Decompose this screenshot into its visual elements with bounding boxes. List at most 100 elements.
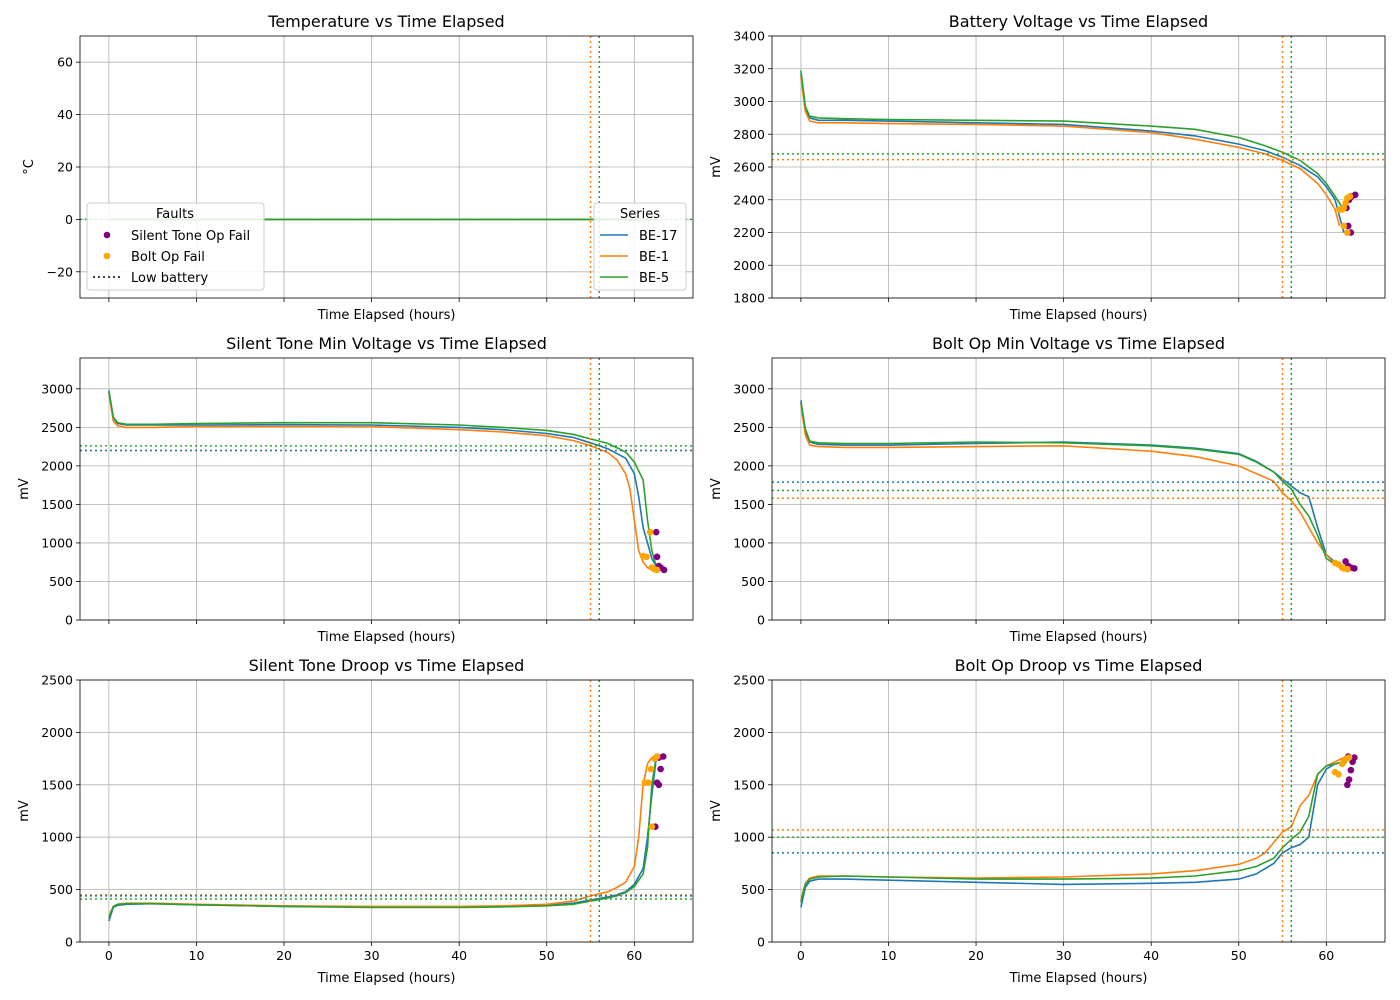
silent-tone-fail-point (1345, 776, 1353, 783)
legend-label: Bolt Op Fail (131, 250, 205, 265)
y-tick-label: 2600 (733, 160, 765, 175)
silent-tone-fail-point (1347, 766, 1355, 774)
y-tick-label: 500 (741, 574, 765, 589)
legend-faults: Faults Silent Tone Op Fail Bolt Op Fail Low… (86, 202, 265, 291)
x-tick-label: 30 (364, 948, 380, 963)
legend-label: BE-5 (639, 271, 669, 286)
legend-label: BE-1 (639, 250, 669, 265)
x-axis-label: Time Elapsed (hours) (1009, 308, 1148, 323)
legend-marker (103, 252, 111, 260)
y-tick-label: 1500 (41, 497, 73, 512)
series-line-be-17 (800, 758, 1349, 908)
plot-data (772, 36, 1385, 298)
x-tick-label: 60 (1318, 948, 1334, 963)
x-tick-label: 50 (1231, 948, 1247, 963)
chart-title: Battery Voltage vs Time Elapsed (949, 12, 1208, 31)
y-tick-label: 0 (65, 613, 73, 628)
silent-tone-fail-point (657, 765, 664, 773)
y-tick-label: 1000 (733, 535, 765, 550)
y-axis-label: mV (17, 800, 32, 822)
bolt-op-fail-point (1345, 754, 1353, 761)
y-tick-label: 2500 (41, 673, 73, 688)
y-tick-label: 3000 (41, 381, 73, 396)
legend-series: Series BE-17 BE-1 BE-5 (593, 202, 687, 291)
plot-frame (79, 357, 694, 621)
y-tick-label: 3200 (733, 61, 765, 76)
bolt-op-fail-point (648, 823, 656, 831)
series-line-be-17 (800, 400, 1349, 569)
x-axis-label: Time Elapsed (hours) (1009, 971, 1148, 986)
bolt-op-fail-point (643, 553, 650, 561)
bolt-op-fail-point (645, 779, 652, 787)
silent-tone-fail-point (653, 553, 661, 561)
y-tick-label: 3000 (733, 94, 765, 109)
y-tick-label: 2000 (41, 725, 73, 740)
x-axis-label: Time Elapsed (hours) (317, 630, 456, 645)
silent-tone-fail-point (1351, 565, 1358, 572)
y-tick-label: 2000 (733, 458, 765, 473)
x-tick-label: 40 (451, 948, 467, 963)
chart-title: Bolt Op Droop vs Time Elapsed (955, 656, 1203, 675)
panel-5: 0 10 20 30 40 50 60 0 500 1000 1500 2000 2500 Silent … (17, 656, 694, 986)
legend-title: Series (620, 207, 660, 222)
x-tick-label: 10 (189, 948, 205, 963)
series-line-be-5 (800, 760, 1344, 903)
x-tick-label: 40 (1143, 948, 1159, 963)
y-tick-label: 3000 (733, 381, 765, 396)
panel-4: 0 500 1000 1500 2000 2500 3000 Bolt Op Min Volt… (709, 334, 1386, 645)
y-axis-label: °C (22, 159, 37, 175)
bolt-op-fail-point (1344, 229, 1351, 236)
series-line-be-1 (800, 404, 1345, 570)
silent-tone-fail-point (652, 528, 660, 536)
legend-title: Faults (156, 207, 194, 222)
y-axis-label: mV (709, 800, 724, 822)
series-line-be-1 (108, 392, 653, 571)
silent-tone-fail-point (655, 781, 663, 789)
plot-frame (771, 357, 1386, 621)
series-line-be-5 (800, 70, 1345, 211)
y-tick-label: −20 (47, 264, 73, 279)
panel-3: 0 500 1000 1500 2000 2500 3000 Silent Tone Min … (17, 334, 694, 645)
panel-6: 0 10 20 30 40 50 60 0 500 1000 1500 2000 2500 Bolt Op… (709, 656, 1386, 986)
series-line-be-5 (108, 756, 657, 919)
series-line-be-5 (108, 391, 657, 567)
x-axis-label: Time Elapsed (hours) (317, 308, 456, 323)
y-tick-label: 500 (741, 882, 765, 897)
panel-1: −20 0 20 40 60 Temperature vs Time Elapsed Tim… (22, 12, 694, 323)
x-axis-label: Time Elapsed (hours) (1009, 630, 1148, 645)
silent-tone-fail-point (1351, 754, 1358, 761)
x-tick-label: 30 (1056, 948, 1072, 963)
series-line-be-17 (800, 73, 1345, 233)
bolt-op-fail-point (653, 753, 661, 760)
series-line-be-1 (800, 76, 1341, 227)
y-tick-label: 20 (57, 160, 73, 175)
silent-tone-fail-point (1344, 781, 1351, 789)
x-axis-label: Time Elapsed (hours) (317, 971, 456, 986)
plot-data (772, 680, 1385, 942)
y-tick-label: 2000 (41, 458, 73, 473)
chart-title: Bolt Op Min Voltage vs Time Elapsed (932, 334, 1225, 353)
y-tick-label: 0 (757, 935, 765, 950)
bolt-op-fail-point (1346, 193, 1354, 200)
y-tick-label: 1800 (733, 291, 765, 306)
y-axis-label: mV (709, 478, 724, 500)
x-tick-label: 20 (276, 948, 292, 963)
series-line-be-17 (108, 758, 657, 922)
y-tick-label: 0 (65, 212, 73, 227)
chart-title: Silent Tone Droop vs Time Elapsed (249, 656, 525, 675)
y-tick-label: 1000 (41, 830, 73, 845)
bolt-op-fail-point (647, 765, 655, 773)
x-tick-label: 50 (539, 948, 555, 963)
y-tick-label: 60 (57, 55, 73, 70)
y-tick-label: 500 (49, 574, 73, 589)
y-tick-label: 1500 (733, 497, 765, 512)
y-tick-label: 2400 (733, 192, 765, 207)
bolt-op-fail-point (646, 528, 654, 536)
legend-label: BE-17 (639, 229, 677, 244)
y-tick-label: 2500 (733, 673, 765, 688)
bolt-op-fail-point (653, 566, 661, 574)
x-tick-label: 60 (626, 948, 642, 963)
y-tick-label: 0 (65, 935, 73, 950)
legend-box (86, 202, 265, 291)
